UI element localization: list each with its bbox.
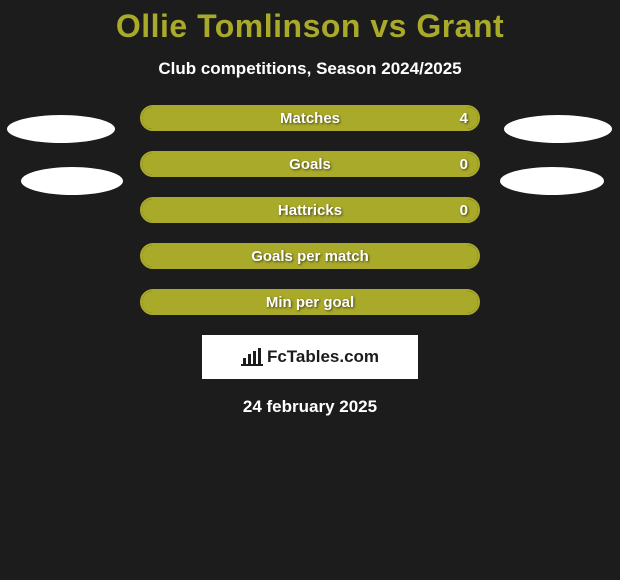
fctables-logo[interactable]: FcTables.com [202, 335, 418, 379]
date-label: 24 february 2025 [0, 397, 620, 417]
stat-bar-hattricks: Hattricks 0 [140, 197, 480, 223]
stat-value: 0 [460, 153, 468, 175]
stat-bar-goals: Goals 0 [140, 151, 480, 177]
stat-label: Goals [142, 153, 478, 175]
stat-label: Matches [142, 107, 478, 129]
logo-text: FcTables.com [267, 347, 379, 367]
player-right-ellipse-2 [500, 167, 604, 195]
subtitle: Club competitions, Season 2024/2025 [0, 59, 620, 79]
player-right-ellipse-1 [504, 115, 612, 143]
stat-bar-goals-per-match: Goals per match [140, 243, 480, 269]
stat-value: 0 [460, 199, 468, 221]
stat-label: Hattricks [142, 199, 478, 221]
stat-bar-matches: Matches 4 [140, 105, 480, 131]
stat-bars: Matches 4 Goals 0 Hattricks 0 Goals per … [140, 105, 480, 335]
logo-inner: FcTables.com [241, 347, 379, 367]
player-left-ellipse-1 [7, 115, 115, 143]
stat-value: 4 [460, 107, 468, 129]
comparison-chart: Matches 4 Goals 0 Hattricks 0 Goals per … [0, 117, 620, 327]
stat-label: Min per goal [142, 291, 478, 313]
player-left-ellipse-2 [21, 167, 123, 195]
stat-label: Goals per match [142, 245, 478, 267]
page-title: Ollie Tomlinson vs Grant [0, 0, 620, 45]
bar-chart-icon [241, 348, 263, 366]
stat-bar-min-per-goal: Min per goal [140, 289, 480, 315]
